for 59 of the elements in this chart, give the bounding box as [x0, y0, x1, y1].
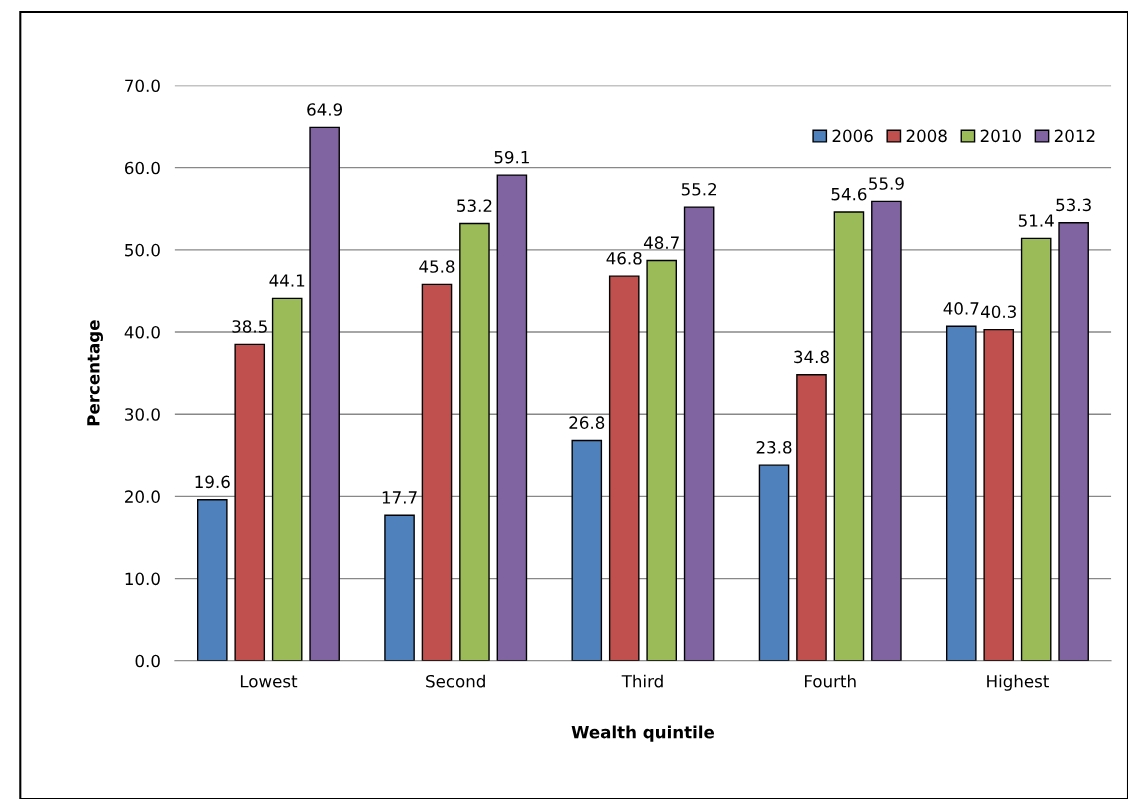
x-tick-label: Fourth	[805, 674, 856, 688]
data-label: 55.9	[869, 177, 904, 190]
bar	[271, 297, 303, 661]
x-tick-label: Highest	[987, 674, 1049, 691]
data-label: 59.1	[494, 150, 529, 164]
x-tick-label: Second	[426, 674, 485, 688]
data-label: 51.4	[1018, 214, 1054, 227]
bar	[608, 275, 640, 661]
bar	[796, 374, 827, 661]
bar	[683, 206, 715, 661]
y-tick-label: 0.0	[135, 654, 160, 668]
legend-label: 2010	[980, 129, 1021, 143]
data-label: 17.7	[382, 491, 417, 504]
data-label: 46.8	[606, 251, 642, 265]
data-label: 53.3	[1056, 198, 1091, 212]
data-label: 64.9	[307, 103, 343, 116]
y-tick-label: 30.0	[125, 408, 160, 421]
y-tick-label: 10.0	[125, 572, 160, 586]
data-label: 34.8	[794, 350, 829, 364]
y-axis-title: Percentage	[87, 320, 104, 426]
x-tick-label: Lowest	[240, 675, 298, 688]
bar	[421, 283, 453, 661]
bar	[1058, 222, 1089, 661]
bar	[646, 259, 677, 661]
y-tick-label: 70.0	[125, 79, 160, 93]
bar	[571, 439, 603, 661]
data-label: 53.2	[457, 199, 492, 212]
bar	[234, 343, 266, 661]
y-tick-label: 60.0	[125, 161, 160, 175]
data-label: 54.6	[831, 187, 867, 201]
legend-label: 2008	[906, 129, 947, 143]
bar	[983, 328, 1015, 661]
bar	[196, 498, 228, 661]
data-label: 55.2	[681, 182, 717, 196]
data-label: 19.6	[195, 475, 230, 489]
bar	[384, 514, 415, 661]
bar	[871, 200, 902, 661]
legend-label: 2006	[832, 129, 873, 143]
data-label: 48.7	[643, 236, 679, 249]
data-label: 26.8	[569, 416, 605, 429]
bar	[459, 222, 490, 661]
x-axis-title: Wealth quintile	[571, 725, 715, 742]
data-label: 45.8	[419, 260, 455, 273]
data-label: 40.7	[943, 302, 979, 315]
data-label: 23.8	[756, 441, 792, 454]
bar	[496, 174, 528, 661]
y-tick-label: 40.0	[124, 326, 160, 339]
y-tick-label: 20.0	[125, 490, 160, 503]
x-tick-label: Third	[621, 674, 663, 688]
bar	[1020, 237, 1052, 661]
bar	[758, 464, 790, 661]
data-label: 38.5	[232, 320, 267, 333]
bar	[833, 211, 865, 661]
data-label: 44.1	[269, 274, 305, 287]
y-tick-label: 50.0	[125, 243, 160, 257]
data-label: 40.3	[980, 305, 1016, 319]
legend-label: 2012	[1054, 129, 1095, 143]
bar	[309, 126, 340, 661]
bar	[945, 325, 977, 661]
